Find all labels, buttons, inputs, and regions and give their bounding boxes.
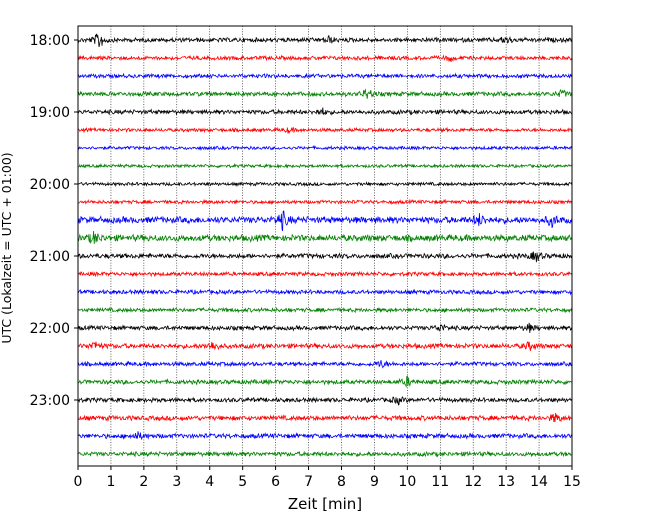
seismic-trace [77,144,573,151]
x-tick-label: 15 [563,474,581,490]
x-tick-label: 8 [337,474,346,490]
y-axis-ticks: 18:00 19:00 20:00 21:00 22:00 23:00 [30,33,78,409]
x-tick-label: 9 [370,474,379,490]
y-axis-label: UTC (Lokalzeit = UTC + 01:00) [0,152,14,343]
seismic-trace [77,375,573,388]
seismic-traces [77,33,573,458]
seismic-trace [77,231,573,244]
seismic-trace [77,450,573,458]
x-tick-label: 10 [398,474,416,490]
seismic-trace [77,54,573,62]
seismic-trace [77,360,573,369]
seismic-trace [77,431,573,441]
seismic-trace [77,181,573,188]
seismic-trace [77,210,573,232]
plot-frame [77,25,573,467]
x-tick-label: 1 [106,474,115,490]
x-tick-label: 11 [431,474,449,490]
y-tick-label: 18:00 [30,33,70,49]
seismic-trace [77,162,573,170]
x-tick-label: 12 [464,474,482,490]
x-tick-label: 13 [497,474,515,490]
x-tick-label: 3 [172,474,181,490]
seismic-trace [77,341,573,351]
seismic-trace [77,107,573,116]
seismic-trace [77,412,573,423]
seismic-trace [77,251,573,263]
y-tick-label: 20:00 [30,177,70,193]
x-tick-label: 0 [74,474,83,490]
x-tick-label: 5 [238,474,247,490]
y-tick-label: 23:00 [30,393,70,409]
seismic-trace [77,322,573,333]
seismic-trace [77,198,573,206]
grid-lines [110,26,540,466]
seismic-trace [77,306,573,314]
x-tick-label: 14 [530,474,548,490]
seismic-trace [77,33,573,48]
y-tick-label: 21:00 [30,249,70,265]
y-tick-label: 22:00 [30,321,70,337]
seismic-trace [77,288,573,296]
seismic-trace [77,126,573,134]
x-tick-label: 4 [205,474,214,490]
x-tick-label: 7 [304,474,313,490]
seismic-trace [77,72,573,80]
seismic-trace [77,270,573,278]
x-axis-label: Zeit [min] [288,495,362,513]
x-tick-label: 2 [139,474,148,490]
y-tick-label: 19:00 [30,105,70,121]
x-axis-ticks: 0 1 2 3 4 5 6 7 8 9 10 11 12 13 14 15 [74,466,581,490]
seismic-trace [77,396,573,406]
x-tick-label: 6 [271,474,280,490]
seismic-trace [77,88,573,99]
